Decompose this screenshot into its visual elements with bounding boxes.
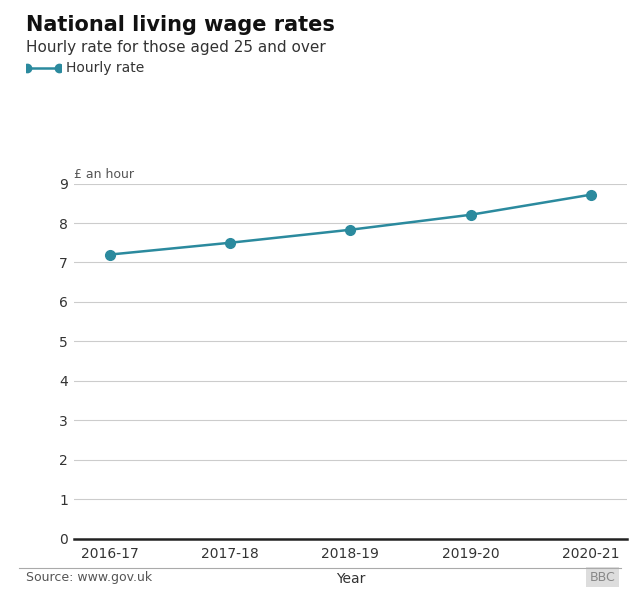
Text: Hourly rate for those aged 25 and over: Hourly rate for those aged 25 and over bbox=[26, 40, 325, 55]
Text: BBC: BBC bbox=[590, 571, 616, 584]
Text: Source: www.gov.uk: Source: www.gov.uk bbox=[26, 571, 152, 584]
Text: Hourly rate: Hourly rate bbox=[66, 61, 144, 75]
X-axis label: Year: Year bbox=[336, 572, 365, 586]
Text: £ an hour: £ an hour bbox=[74, 168, 134, 181]
Text: National living wage rates: National living wage rates bbox=[26, 15, 335, 35]
